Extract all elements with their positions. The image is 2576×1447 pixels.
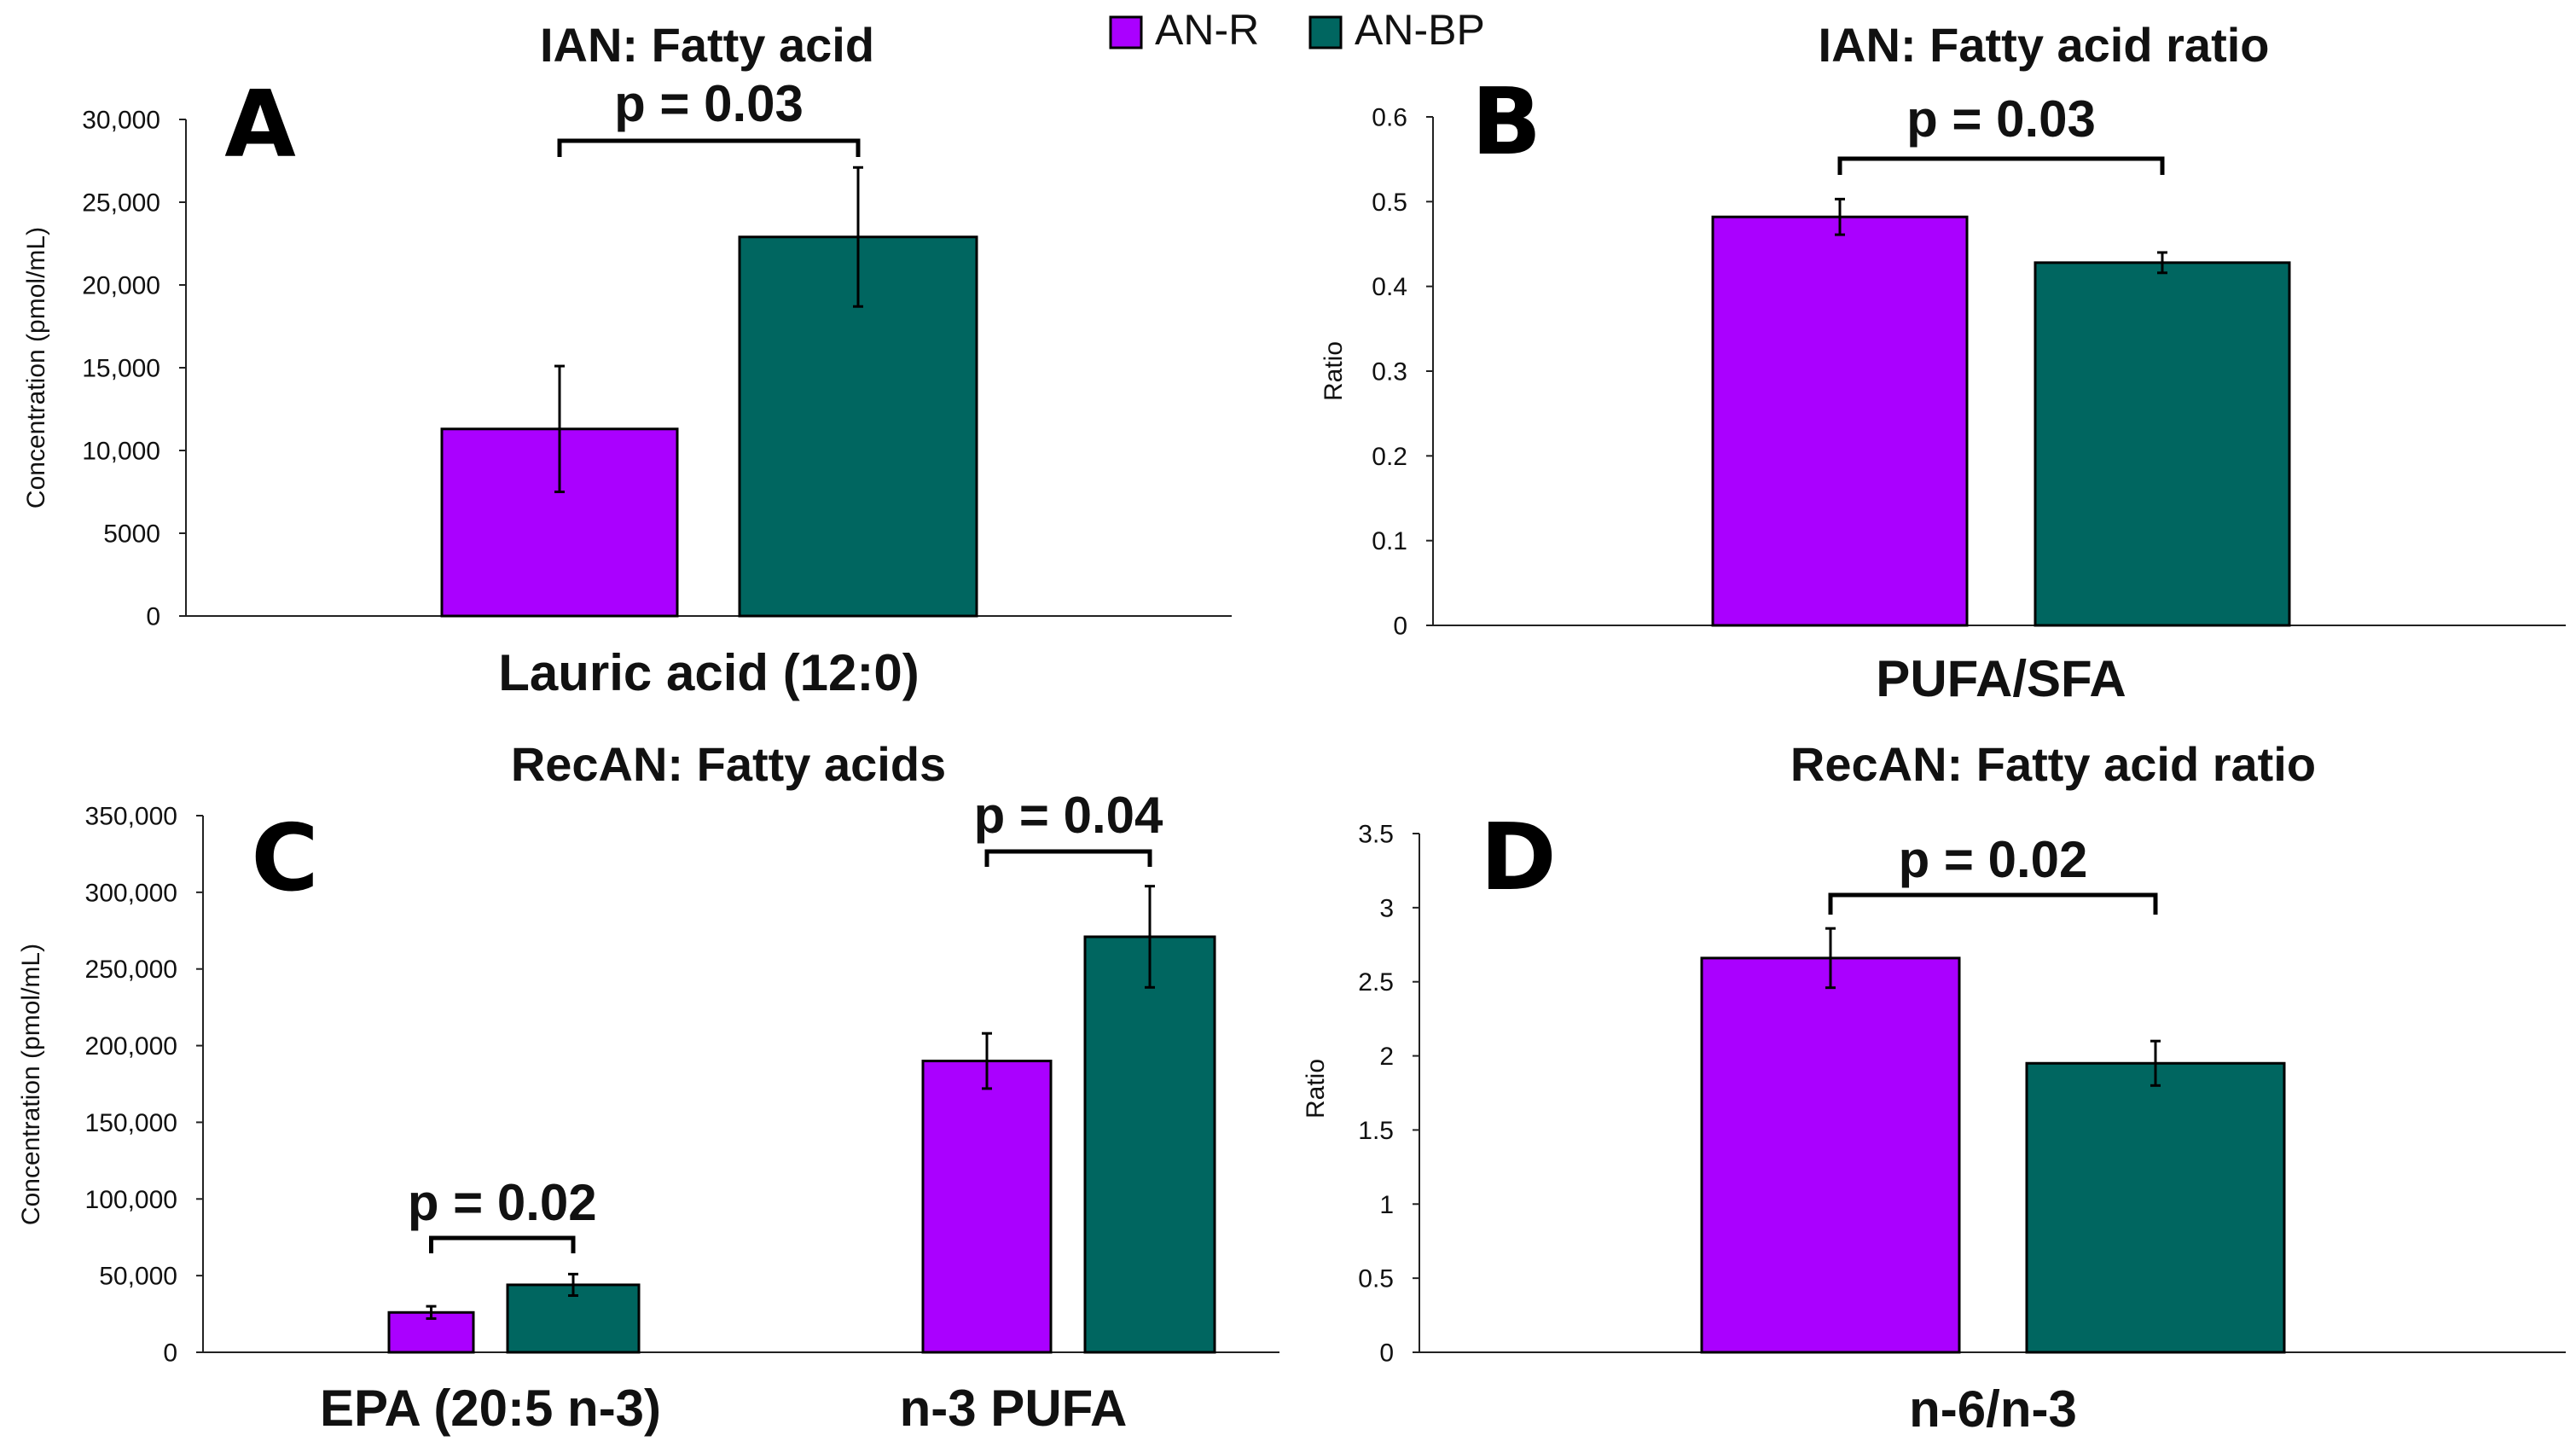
y-tick-label: 0.3 [1372, 358, 1407, 386]
error-bar-an-r-n-6-n-3 [1825, 927, 1836, 990]
error-bar-an-bp-lauric-acid-12-0 [853, 166, 863, 308]
bracket-line [1828, 892, 2158, 915]
panel-title: RecAN: Fatty acids [511, 737, 946, 791]
panel-d: RecAN: Fatty acid ratio D Ratio 0 0.5 1 1.5 2 2.… [1302, 737, 2566, 1438]
y-tick-label: 3.5 [1358, 821, 1394, 849]
y-tick-label: 0.4 [1372, 273, 1407, 301]
panel-letter: D [1480, 805, 1557, 911]
y-tick-label: 0 [163, 1339, 177, 1368]
bar-an-r-pufa-sfa [1711, 215, 1969, 627]
y-tick-label: 1.5 [1358, 1117, 1394, 1145]
y-tick-label: 50,000 [99, 1263, 177, 1291]
significance-bracket-pufa-sfa: p = 0.03 [1837, 90, 2165, 175]
y-tick-label: 1 [1379, 1191, 1394, 1219]
legend-label-an-r: AN-R [1155, 6, 1259, 54]
y-tick-label: 100,000 [85, 1186, 177, 1214]
y-tick-label: 0 [1393, 613, 1407, 641]
chart-panels: IAN: Fatty acid A Concentration (pmol/mL) 0… [17, 18, 2566, 1438]
y-tick-label: 0.5 [1372, 189, 1407, 217]
error-bar-an-bp-n-3-pufa [1145, 885, 1155, 989]
y-tick-label: 10,000 [82, 438, 160, 466]
y-tick-label: 250,000 [85, 956, 177, 984]
error-bar-an-r-lauric-acid-12-0 [554, 364, 565, 493]
y-tick-label: 20,000 [82, 272, 160, 300]
y-axis-label: Ratio [1320, 341, 1348, 401]
panel-a: IAN: Fatty acid A Concentration (pmol/mL) 0… [22, 18, 1232, 701]
y-tick-label: 0 [146, 603, 160, 631]
panel-b: IAN: Fatty acid ratio B Ratio 0 0.1 0.2 0.3 0.4… [1320, 18, 2566, 707]
bar-an-bp-n-3-pufa [1083, 935, 1216, 1354]
p-value-label: p = 0.03 [1906, 90, 2096, 148]
x-category-label-n-3-pufa: n-3 PUFA [900, 1380, 1128, 1437]
y-axis-label: Concentration (pmol/mL) [22, 227, 50, 508]
y-axis-label: Concentration (pmol/mL) [17, 944, 45, 1225]
bar-an-r-n-3-pufa [921, 1060, 1053, 1354]
y-tick-label: 30,000 [82, 107, 160, 135]
y-tick-label: 2.5 [1358, 968, 1394, 997]
error-bar-an-r-epa-20-5-n-3 [426, 1305, 437, 1320]
p-value-label: p = 0.02 [1899, 831, 2088, 888]
y-tick-label: 5000 [103, 520, 160, 549]
error-bar-an-r-pufa-sfa [1835, 197, 1845, 236]
bracket-line [429, 1235, 576, 1253]
y-axis-label: Ratio [1302, 1059, 1330, 1119]
significance-bracket-n-3-pufa: p = 0.04 [974, 787, 1163, 867]
x-category-label-n-6-n-3: n-6/n-3 [1909, 1380, 2077, 1438]
x-category-label-lauric-acid-12-0: Lauric acid (12:0) [498, 644, 920, 701]
bar-an-bp-n-6-n-3 [2025, 1061, 2286, 1354]
y-tick-label: 3 [1379, 894, 1394, 922]
y-tick-label: 2 [1379, 1043, 1394, 1071]
y-tick-label: 25,000 [82, 189, 160, 218]
error-bar-an-bp-epa-20-5-n-3 [568, 1272, 578, 1298]
bracket-line [1837, 156, 2165, 175]
x-category-label-pufa-sfa: PUFA/SFA [1876, 650, 2126, 707]
panel-letter: B [1471, 69, 1541, 176]
bar-an-bp-pufa-sfa [2034, 261, 2291, 627]
error-bar-an-r-n-3-pufa [982, 1031, 992, 1090]
legend-swatch-an-r [1109, 15, 1143, 49]
y-tick-label: 0 [1379, 1339, 1394, 1368]
y-tick-label: 300,000 [85, 879, 177, 907]
y-tick-label: 0.2 [1372, 443, 1407, 471]
bracket-line [557, 138, 861, 157]
y-tick-label: 0.6 [1372, 104, 1407, 132]
significance-bracket-epa-20-5-n-3: p = 0.02 [408, 1174, 597, 1253]
y-tick-label: 200,000 [85, 1032, 177, 1061]
error-bar-an-bp-n-6-n-3 [2150, 1039, 2161, 1087]
error-bar-an-bp-pufa-sfa [2157, 251, 2167, 275]
p-value-label: p = 0.04 [974, 787, 1163, 844]
y-tick-label: 350,000 [85, 803, 177, 831]
significance-bracket-n-6-n-3: p = 0.02 [1828, 831, 2158, 915]
panel-letter: A [224, 72, 296, 178]
panel-title: RecAN: Fatty acid ratio [1790, 737, 2316, 791]
p-value-label: p = 0.02 [408, 1174, 597, 1231]
p-value-label: p = 0.03 [614, 75, 804, 132]
significance-bracket-lauric-acid-12-0: p = 0.03 [557, 75, 861, 157]
y-tick-label: 0.5 [1358, 1265, 1394, 1293]
bar-an-r-n-6-n-3 [1700, 956, 1961, 1354]
y-tick-label: 150,000 [85, 1109, 177, 1137]
y-tick-label: 0.1 [1372, 527, 1407, 555]
bracket-line [984, 849, 1152, 867]
panel-letter: C [251, 805, 318, 912]
y-tick-label: 15,000 [82, 355, 160, 383]
legend: AN-R AN-BP [1109, 6, 1485, 54]
x-category-label-epa-20-5-n-3: EPA (20:5 n-3) [320, 1380, 661, 1437]
panel-title: IAN: Fatty acid [540, 18, 874, 72]
panel-title: IAN: Fatty acid ratio [1819, 18, 2270, 72]
legend-swatch-an-bp [1308, 15, 1343, 49]
panel-c: RecAN: Fatty acids C Concentration (pmol/m… [17, 737, 1279, 1437]
legend-label-an-bp: AN-BP [1355, 6, 1485, 54]
